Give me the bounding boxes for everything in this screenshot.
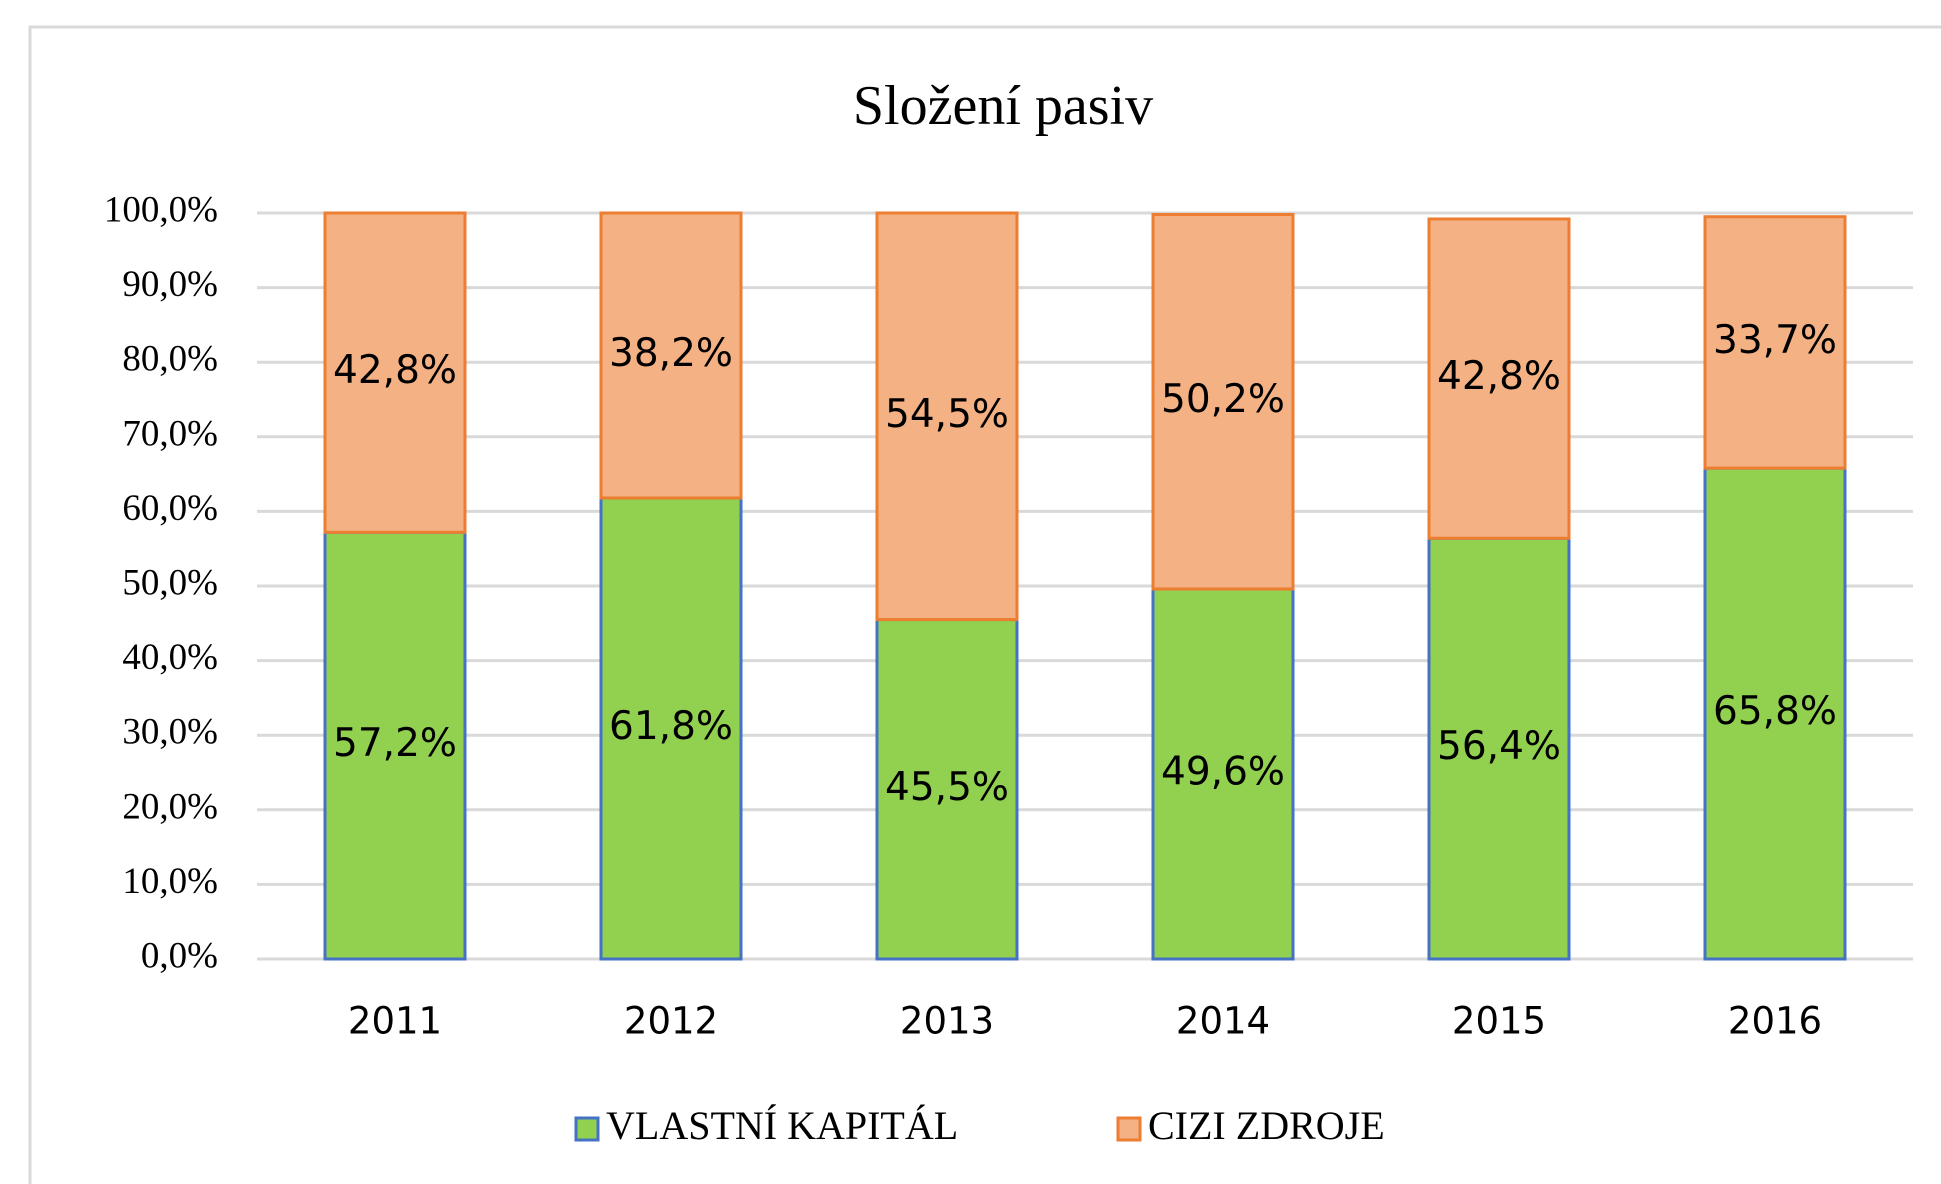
data-label: 42,8% [1437,354,1561,399]
x-tick-label: 2012 [624,1000,718,1043]
legend-swatch [574,1116,600,1142]
y-tick-label: 40,0% [122,637,218,678]
y-tick-label: 70,0% [122,413,218,454]
bar-segment [1151,212,1295,591]
x-tick-label: 2013 [900,1000,994,1043]
chart-title: Složení pasiv [853,75,1153,137]
data-label: 57,2% [333,721,457,766]
bar-segment [875,618,1019,961]
x-tick-label: 2015 [1452,1000,1546,1043]
bar-segment [875,211,1019,622]
x-tick-label: 2016 [1728,1000,1822,1043]
legend-label: VLASTNÍ KAPITÁL [606,1103,958,1148]
data-label: 50,2% [1161,377,1285,422]
bar-segment [1427,536,1571,961]
legend-label: CIZI ZDROJE [1148,1103,1385,1148]
y-tick-label: 80,0% [122,339,218,380]
data-label: 49,6% [1161,749,1285,794]
y-tick-label: 10,0% [122,861,218,902]
data-label: 61,8% [609,704,733,749]
bar-segment [1427,217,1571,540]
bar-segment [1703,215,1847,470]
y-tick-label: 90,0% [122,264,218,305]
bar-segment [599,211,743,500]
x-tick-label: 2014 [1176,1000,1270,1043]
data-label: 33,7% [1713,318,1837,363]
data-label: 56,4% [1437,724,1561,769]
data-label: 54,5% [885,392,1009,437]
bar-segment [1151,587,1295,961]
data-label: 42,8% [333,348,457,393]
data-label: 38,2% [609,331,733,376]
bar-segment [323,211,467,534]
legend-swatch [1116,1116,1142,1142]
y-tick-label: 100,0% [104,189,218,230]
y-tick-label: 60,0% [122,488,218,529]
y-tick-label: 50,0% [122,562,218,603]
y-tick-label: 20,0% [122,786,218,827]
y-tick-label: 30,0% [122,712,218,753]
bar-segment [323,530,467,961]
x-tick-label: 2011 [348,1000,442,1043]
bar-segment [1703,466,1847,961]
bar-segment [599,496,743,961]
data-label: 45,5% [885,765,1009,810]
y-tick-label: 0,0% [141,935,218,976]
data-label: 65,8% [1713,689,1837,734]
